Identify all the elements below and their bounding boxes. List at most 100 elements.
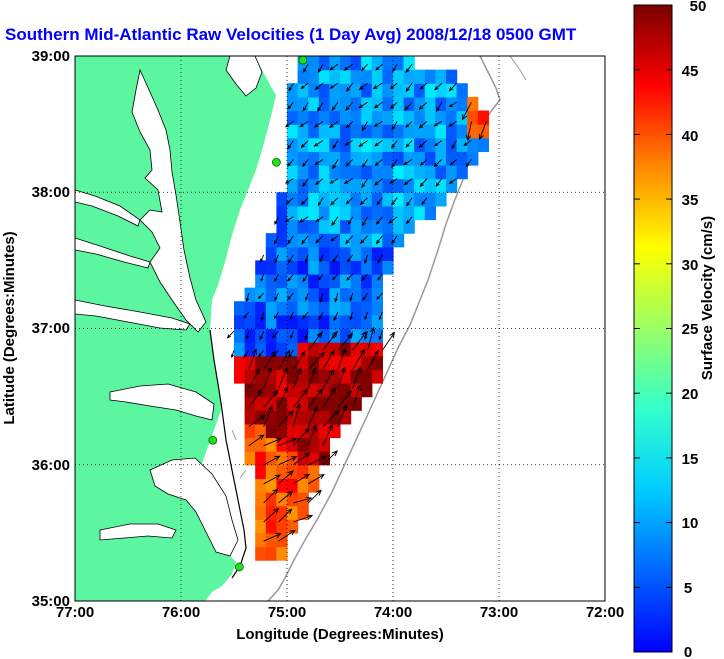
velocity-cell <box>340 246 352 261</box>
velocity-cell <box>414 124 426 139</box>
rappahannock-river <box>75 237 151 269</box>
velocity-cell <box>265 451 277 466</box>
velocity-arrow <box>284 178 294 184</box>
velocity-arrow <box>315 216 324 223</box>
velocity-cell <box>414 69 426 84</box>
velocity-arrow <box>302 311 309 319</box>
velocity-arrow <box>376 197 383 206</box>
y-tick-label: 38:00 <box>32 184 70 201</box>
velocity-cell <box>308 451 320 466</box>
velocity-cell <box>308 219 320 234</box>
velocity-cell <box>255 355 267 370</box>
velocity-cell <box>318 192 330 207</box>
velocity-cell <box>340 260 352 275</box>
x-tick-label: 76:00 <box>162 604 200 621</box>
velocity-arrow <box>364 311 369 321</box>
velocity-arrow <box>434 82 443 91</box>
velocity-arrow <box>448 121 457 127</box>
velocity-arrow <box>293 473 311 485</box>
velocity-cell <box>477 110 489 125</box>
velocity-cell <box>371 124 383 139</box>
velocity-arrow <box>358 140 368 148</box>
colorbar-tick-label: 25 <box>682 321 699 338</box>
velocity-arrow <box>364 254 369 265</box>
velocity-cell <box>435 83 447 98</box>
radar-station-marker <box>208 435 218 445</box>
velocity-cell <box>456 151 468 166</box>
velocity-arrow <box>293 514 314 523</box>
velocity-arrow <box>345 121 354 129</box>
velocity-arrow <box>278 386 289 408</box>
velocity-cell <box>308 137 320 152</box>
velocity-arrow <box>374 178 383 186</box>
velocity-cell <box>350 246 362 261</box>
velocity-arrow <box>248 367 260 389</box>
velocity-cell <box>287 410 299 425</box>
velocity-cell <box>318 137 330 152</box>
velocity-arrow <box>329 63 339 71</box>
velocity-cell <box>255 342 267 357</box>
velocity-cell <box>287 383 299 398</box>
velocity-cell <box>382 178 394 193</box>
velocity-cell <box>308 396 320 411</box>
velocity-arrow <box>293 388 308 408</box>
velocity-arrow <box>358 82 368 91</box>
velocity-cell <box>276 342 288 357</box>
velocity-cell <box>340 165 352 180</box>
velocity-arrow <box>461 102 472 121</box>
velocity-cell <box>446 96 458 112</box>
velocity-arrow <box>274 216 279 225</box>
velocity-cell <box>382 110 394 125</box>
velocity-arrow <box>344 140 353 146</box>
velocity-cell <box>297 69 309 84</box>
velocity-cell <box>318 383 330 398</box>
velocity-cell <box>350 151 362 166</box>
velocity-arrow <box>319 254 324 263</box>
velocity-cell <box>350 342 362 357</box>
velocity-arrow <box>314 159 324 166</box>
velocity-cell <box>297 464 309 479</box>
velocity-cell <box>329 219 341 234</box>
velocity-arrow <box>263 533 282 542</box>
x-tick-labels: 77:00 76:00 75:00 74:00 73:00 72:00 <box>56 604 624 621</box>
velocity-cell <box>340 56 352 71</box>
velocity-cell <box>329 246 341 261</box>
velocity-cell <box>382 192 394 207</box>
y-tick-label: 39:00 <box>32 48 70 65</box>
velocity-cell <box>361 219 373 234</box>
velocity-arrow <box>322 409 340 427</box>
colorbar-tick-label: 30 <box>682 257 699 274</box>
velocity-cell <box>276 423 288 439</box>
velocity-cell <box>244 396 256 411</box>
velocity-cell <box>393 192 405 207</box>
velocity-cell <box>329 151 341 166</box>
velocity-cell <box>276 546 288 561</box>
velocity-cell <box>350 165 362 180</box>
velocity-cell <box>287 342 299 357</box>
velocity-cell <box>287 287 299 302</box>
velocity-cell <box>287 437 299 452</box>
velocity-cell <box>276 410 288 425</box>
velocity-arrow <box>245 292 250 303</box>
velocity-cell <box>371 205 383 221</box>
velocity-cell <box>361 165 373 180</box>
velocity-cell <box>371 151 383 166</box>
velocity-cell <box>265 314 277 330</box>
velocity-arrow <box>305 292 309 302</box>
velocity-arrow <box>334 292 339 303</box>
colorbar-tick-label: 35 <box>682 192 699 209</box>
velocity-cell <box>340 383 352 398</box>
velocity-cell <box>371 192 383 207</box>
velocity-cell <box>287 192 299 207</box>
velocity-cell <box>361 192 373 207</box>
james-river <box>75 299 191 331</box>
velocity-cell <box>329 110 341 125</box>
velocity-cell <box>265 287 277 302</box>
x-tick-label: 75:00 <box>268 604 306 621</box>
velocity-cell <box>318 274 330 289</box>
velocity-arrow <box>463 140 472 147</box>
velocity-arrow <box>304 254 309 264</box>
velocity-arrow <box>465 121 472 142</box>
velocity-cell <box>308 96 320 112</box>
velocity-arrow <box>378 311 383 321</box>
